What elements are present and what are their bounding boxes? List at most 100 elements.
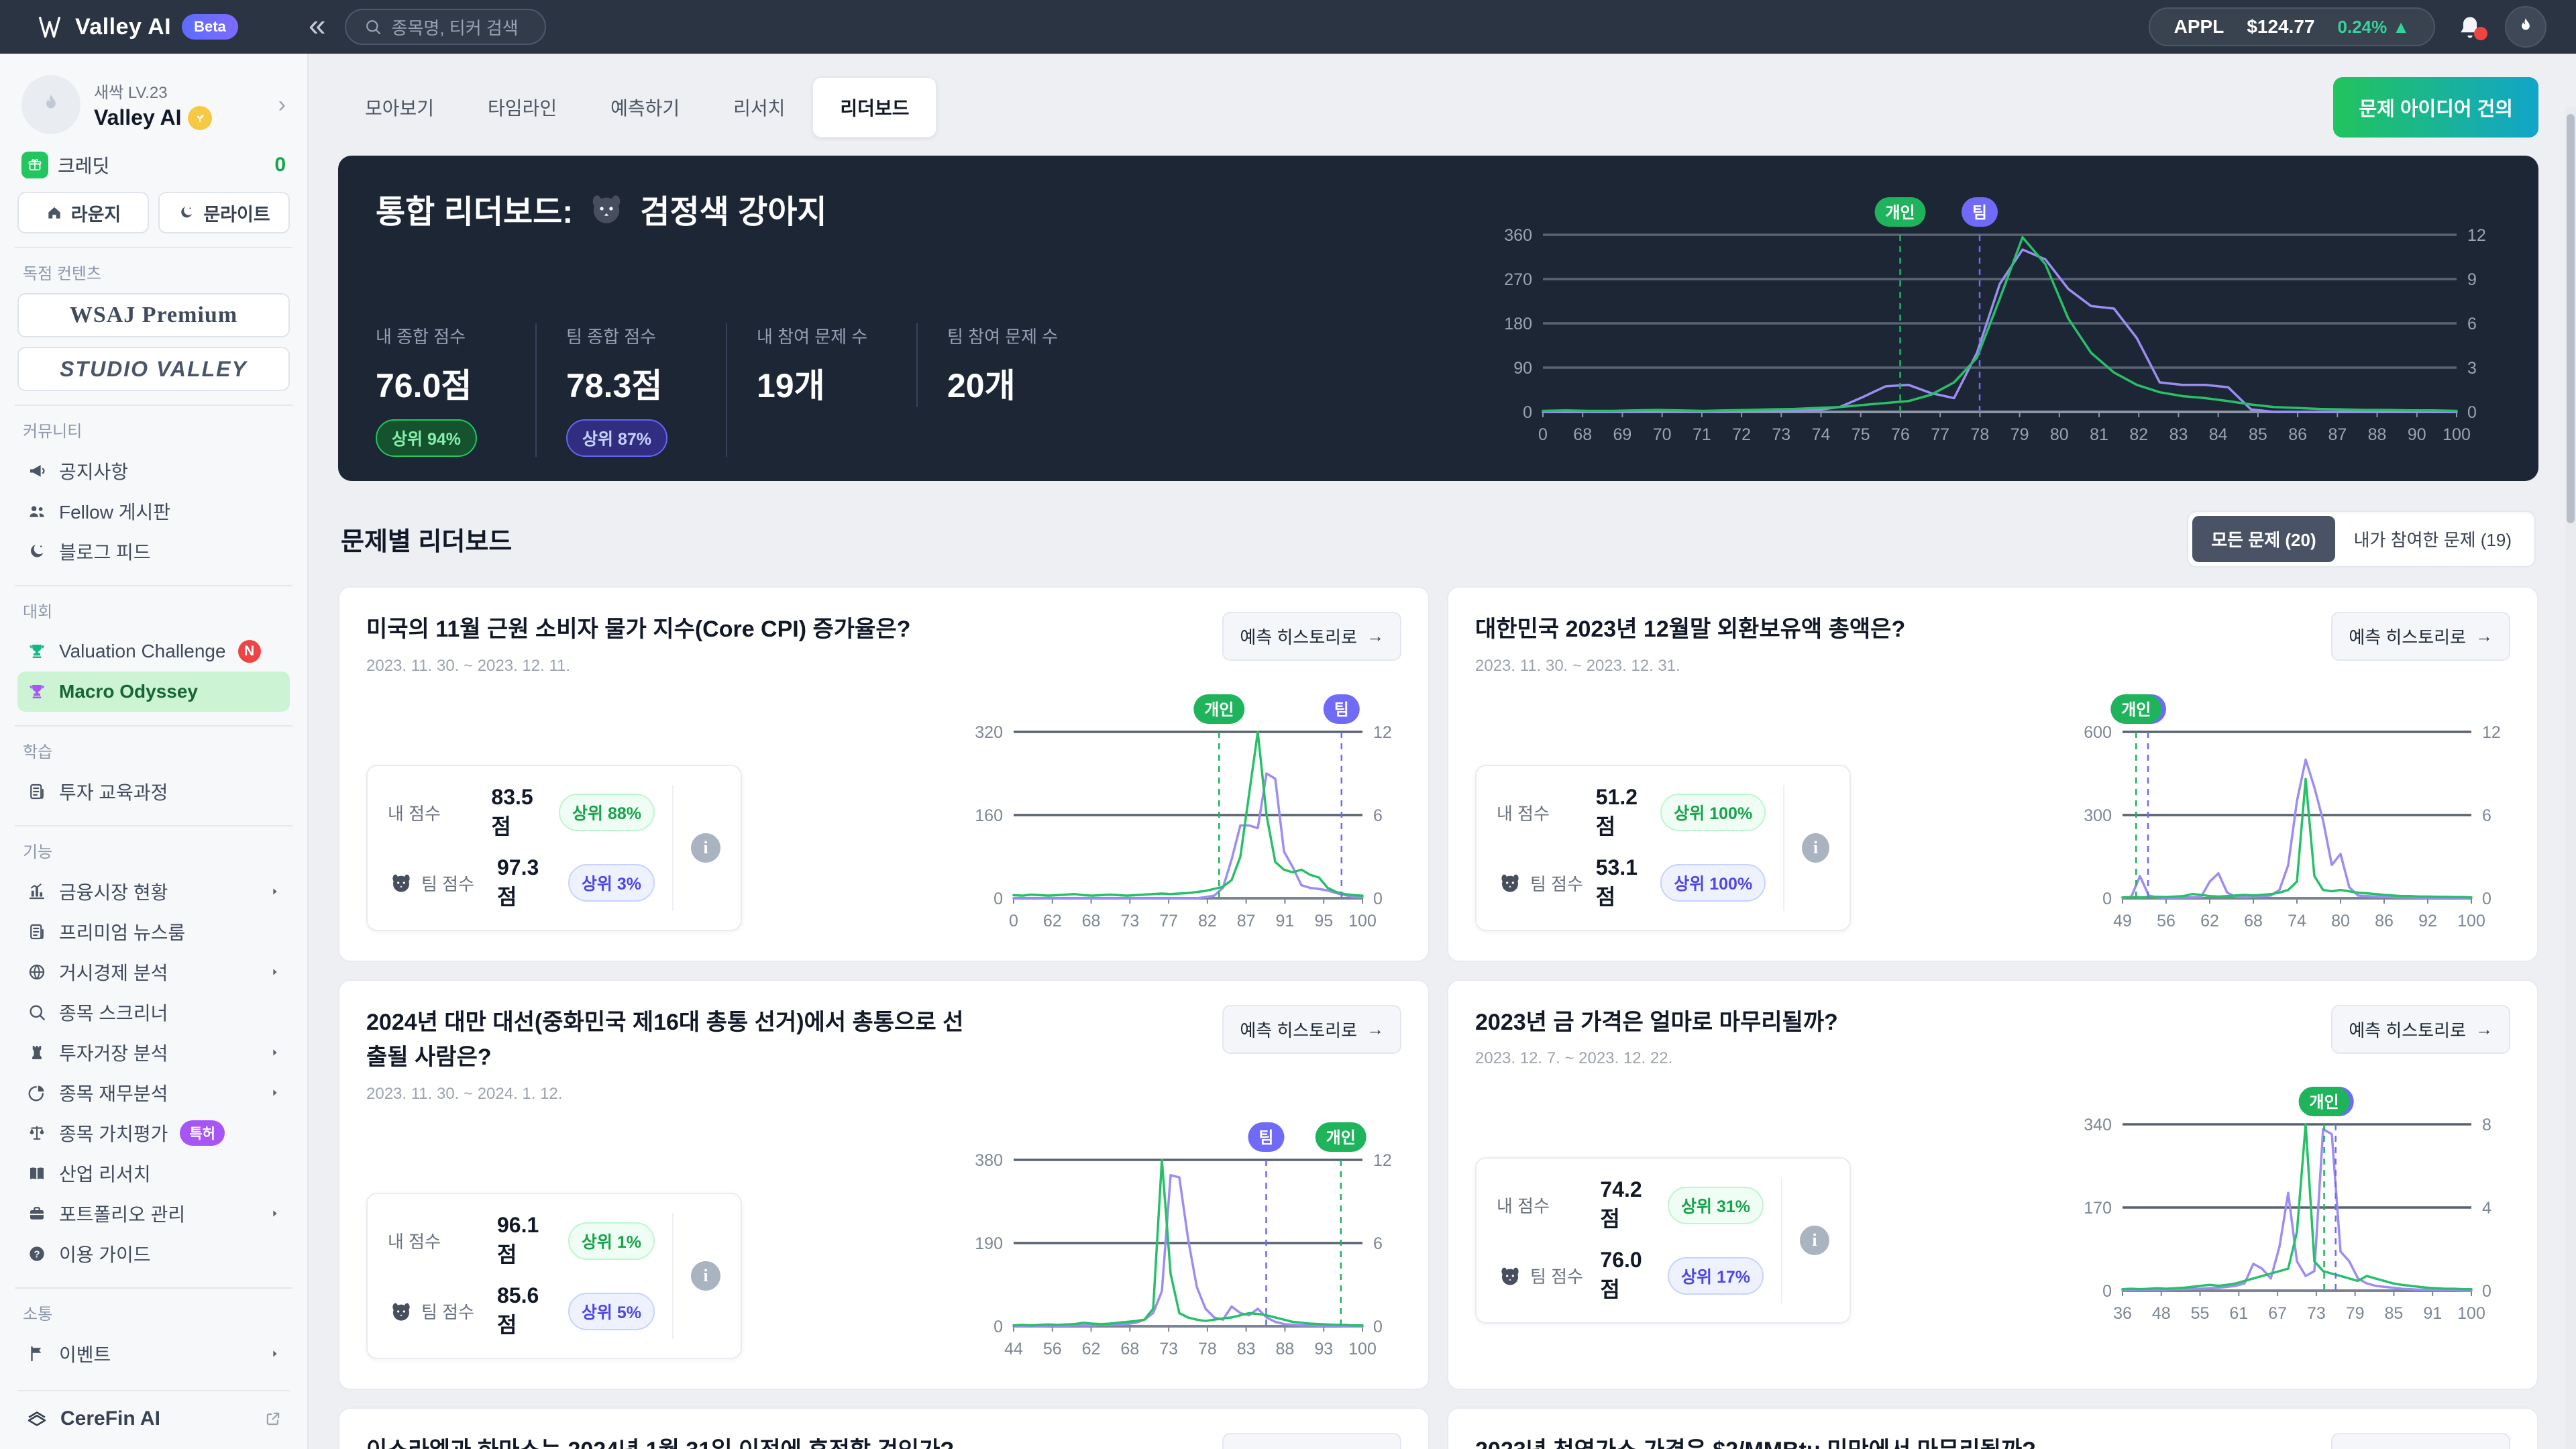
sidebar-item-종목-스크리너[interactable]: 종목 스크리너: [17, 992, 290, 1032]
svg-text:74: 74: [2288, 912, 2306, 930]
gift-icon: [21, 152, 48, 178]
svg-text:0: 0: [1373, 1318, 1383, 1336]
sidebar-item-이용-가이드[interactable]: 이용 가이드: [17, 1234, 290, 1274]
my-score-label: 내 점수: [1497, 1196, 1550, 1217]
sidebar-item-금융시장-현황[interactable]: 금융시장 현황: [17, 871, 290, 912]
sidebar: 새싹 LV.23 Valley AI › 크레딧 0 라운지 문라이트 독점 컨텐…: [0, 54, 309, 1449]
svg-text:80: 80: [2050, 425, 2069, 444]
streak-button[interactable]: [2505, 6, 2546, 48]
sidebar-collapse-button[interactable]: «: [309, 7, 326, 42]
svg-text:85: 85: [2385, 1304, 2404, 1323]
ticker-change: 0.24% ▲: [2337, 16, 2410, 37]
sidebar-item-종목-재무분석[interactable]: 종목 재무분석: [17, 1073, 290, 1113]
sidebar-item-cerefin[interactable]: CereFin AI: [17, 1390, 290, 1434]
search-input[interactable]: 종목명, 티커 검색: [344, 9, 546, 45]
svg-text:81: 81: [2090, 425, 2108, 444]
hero-title: 통합 리더보드: 검정색 강아지: [376, 185, 1468, 232]
sidebar-item-종목-가치평가[interactable]: 종목 가치평가 특허: [17, 1113, 290, 1153]
scrollbar-track[interactable]: [2565, 107, 2576, 1449]
svg-text:75: 75: [1851, 425, 1870, 444]
prediction-history-button[interactable]: 예측 히스토리로→: [2331, 1004, 2510, 1054]
svg-text:270: 270: [1504, 270, 1532, 289]
svg-text:0: 0: [2102, 890, 2112, 908]
app-logo[interactable]: Valley AI Beta: [35, 12, 303, 42]
problem-card: 2023년 금 가격은 얼마로 마무리될까? 2023. 12. 7. ~ 20…: [1447, 979, 2538, 1391]
prediction-history-button[interactable]: 예측 히스토리로→: [1222, 1004, 1401, 1054]
problem-title: 2024년 대만 대선(중화민국 제16대 총통 선거)에서 총통으로 선출될 …: [366, 1009, 964, 1071]
arrow-right-icon: →: [2475, 1018, 2493, 1039]
stock-ticker[interactable]: APPL $124.77 0.24% ▲: [2148, 7, 2435, 46]
tab-리서치[interactable]: 리서치: [733, 98, 786, 119]
sidebar-item-fellow-게시판[interactable]: Fellow 게시판: [17, 491, 290, 531]
profile-card[interactable]: 새싹 LV.23 Valley AI ›: [17, 71, 290, 146]
tab-예측하기[interactable]: 예측하기: [610, 98, 680, 119]
tab-리더보드[interactable]: 리더보드: [812, 76, 938, 138]
my-score-label: 내 점수: [1497, 803, 1550, 824]
info-icon[interactable]: i: [1800, 1226, 1829, 1256]
my-score-value: 51.2점: [1595, 784, 1638, 839]
arrow-right-icon: →: [2475, 1447, 2493, 1449]
svg-text:88: 88: [2368, 425, 2387, 444]
info-icon[interactable]: i: [691, 1261, 720, 1291]
tab-타임라인[interactable]: 타임라인: [488, 98, 557, 119]
svg-text:90: 90: [1513, 359, 1532, 378]
credit-row[interactable]: 크레딧 0: [17, 146, 290, 192]
svg-text:0: 0: [994, 890, 1003, 908]
sidebar-item-포트폴리오-관리[interactable]: 포트폴리오 관리: [17, 1193, 290, 1234]
tab-모아보기[interactable]: 모아보기: [365, 98, 435, 119]
svg-text:9: 9: [2467, 270, 2477, 289]
sidebar-item-공지사항[interactable]: 공지사항: [17, 451, 290, 491]
svg-text:84: 84: [2209, 425, 2228, 444]
sidebar-item-블로그-피드[interactable]: 블로그 피드: [17, 531, 290, 572]
svg-text:340: 340: [2084, 1116, 2112, 1134]
flag-icon: [27, 1344, 47, 1364]
chevron-right-icon: [270, 1208, 280, 1219]
svg-text:12: 12: [2467, 226, 2486, 245]
svg-text:48: 48: [2152, 1304, 2171, 1323]
scrollbar-thumb[interactable]: [2567, 114, 2575, 523]
filter-모든 문제 (20)[interactable]: 모든 문제 (20): [2192, 516, 2335, 562]
globe-icon: [27, 962, 47, 982]
prediction-history-button[interactable]: 예측 히스토리로→: [1222, 1433, 1401, 1449]
sidebar-item-이벤트[interactable]: 이벤트: [17, 1334, 290, 1374]
svg-text:49: 49: [2113, 912, 2132, 930]
filter-내가 참여한 문제 (19)[interactable]: 내가 참여한 문제 (19): [2353, 530, 2512, 550]
problem-card: 미국의 11월 근원 소비자 물가 지수(Core CPI) 증가율은? 202…: [338, 586, 1430, 962]
svg-text:74: 74: [1812, 425, 1831, 444]
score-panel: 내 점수 83.5점 상위 88% 팀 점수 97.3점 상위 3% i: [366, 764, 742, 931]
sidebar-quick-라운지[interactable]: 라운지: [17, 192, 149, 233]
sidebar-quick-문라이트[interactable]: 문라이트: [158, 192, 290, 233]
sidebar-item-프리미엄-뉴스룸[interactable]: 프리미엄 뉴스룸: [17, 912, 290, 952]
beta-badge: Beta: [182, 14, 238, 40]
sidebar-item-투자거장-분석[interactable]: 투자거장 분석: [17, 1032, 290, 1073]
arrow-right-icon: →: [1366, 1447, 1384, 1449]
svg-text:6: 6: [2482, 806, 2491, 825]
sidebar-section-title: 대회: [23, 603, 53, 621]
divider: [15, 1287, 292, 1289]
sidebar-item-거시경제-분석[interactable]: 거시경제 분석: [17, 952, 290, 992]
my-score-value: 96.1점: [497, 1213, 539, 1267]
prediction-history-button[interactable]: 예측 히스토리로→: [2331, 612, 2510, 661]
prediction-history-button[interactable]: 예측 히스토리로→: [1222, 612, 1401, 661]
percentile-pill: 상위 94%: [376, 419, 477, 457]
svg-text:73: 73: [1772, 425, 1790, 444]
brand-button-studio-valley[interactable]: STUDIO VALLEY: [17, 347, 290, 391]
prediction-history-button[interactable]: 예측 히스토리로→: [2331, 1433, 2510, 1449]
sidebar-item-valuation-challenge[interactable]: Valuation Challenge N: [17, 631, 290, 672]
brand-button-wsaj-premium[interactable]: WSAJ Premium: [17, 293, 290, 337]
problem-period: 2023. 11. 30. ~ 2023. 12. 31.: [1475, 656, 1680, 675]
info-icon[interactable]: i: [1802, 833, 1829, 863]
sidebar-item-macro-odyssey[interactable]: Macro Odyssey: [17, 672, 290, 712]
sidebar-item-산업-리서치[interactable]: 산업 리서치: [17, 1153, 290, 1193]
notifications-button[interactable]: [2455, 12, 2487, 42]
score-distribution-chart: 0 0 160 6 320 12 0 62 68 73 77 82 87 91 95 100 팀 개인: [965, 682, 1401, 941]
svg-text:82: 82: [2129, 425, 2148, 444]
suggest-idea-button[interactable]: 문제 아이디어 건의: [2333, 77, 2538, 138]
info-icon[interactable]: i: [691, 833, 720, 863]
svg-text:73: 73: [2307, 1304, 2326, 1323]
my-score-value: 74.2점: [1600, 1177, 1642, 1232]
svg-text:76: 76: [1891, 425, 1910, 444]
sidebar-item-투자-교육과정[interactable]: 투자 교육과정: [17, 771, 290, 812]
dog-avatar-icon: [585, 187, 628, 230]
notification-dot: [2474, 27, 2487, 40]
